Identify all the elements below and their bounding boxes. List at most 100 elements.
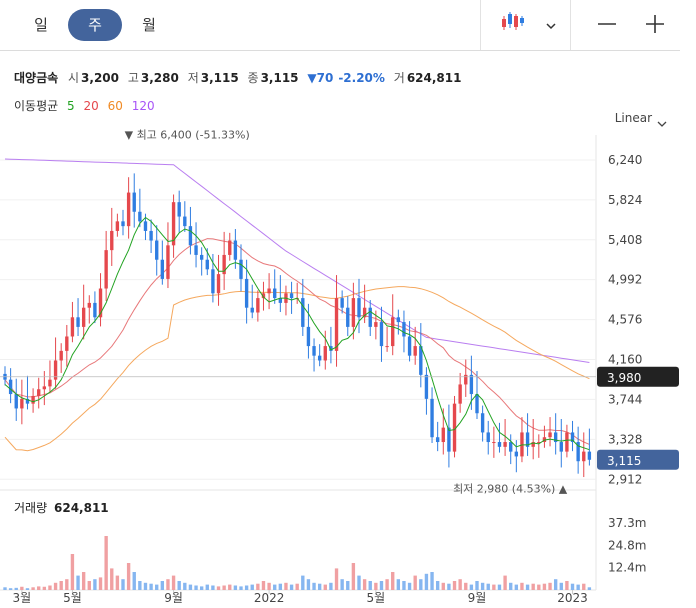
volume-bar	[480, 582, 485, 590]
candle-body	[587, 451, 592, 460]
x-tick-label: 2022	[254, 591, 285, 605]
volume-bar	[53, 582, 58, 590]
candle-body	[199, 254, 204, 260]
volume-bar	[346, 581, 350, 590]
candle-body	[183, 216, 187, 227]
volume-bar	[138, 581, 142, 590]
volume-bar	[233, 585, 238, 590]
volume-bar	[469, 584, 474, 590]
tab-weekly[interactable]: 주	[68, 9, 122, 41]
volume-bar	[93, 579, 97, 590]
candle-body	[362, 307, 367, 318]
candle-body	[570, 432, 575, 443]
candle-body	[121, 221, 125, 227]
volume-bar	[8, 588, 13, 590]
ma-60-label: 60	[107, 99, 123, 113]
candle-body	[20, 398, 24, 409]
candle-body	[104, 250, 108, 289]
close-label: 종	[247, 71, 259, 85]
volume-bar	[413, 575, 417, 590]
candle-body	[273, 288, 277, 299]
volume-bar	[452, 581, 457, 590]
volume-bar	[396, 579, 401, 590]
volume-bar	[132, 572, 136, 590]
volume-bar	[391, 572, 395, 590]
candle-body	[486, 432, 490, 443]
volume-bar	[537, 584, 541, 590]
candle-body	[115, 221, 120, 231]
chevron-down-icon[interactable]	[545, 16, 557, 35]
volume-bar	[76, 575, 80, 590]
tab-daily[interactable]: 일	[34, 16, 48, 34]
tab-monthly[interactable]: 월	[142, 16, 156, 34]
candlestick-icon[interactable]	[500, 10, 526, 40]
ma-120-line	[4, 158, 590, 363]
volume-bar	[59, 581, 63, 590]
candle-body	[205, 259, 209, 270]
open-value: 3,200	[81, 71, 120, 85]
volume-bar	[278, 583, 283, 590]
x-tick-label: 5월	[367, 591, 386, 605]
volume-bar	[402, 581, 406, 590]
volume-bar	[323, 584, 327, 590]
candle-body	[211, 269, 215, 294]
x-tick-label: 2023	[557, 591, 588, 605]
volume-bar	[110, 568, 114, 590]
volume-bar	[548, 582, 552, 590]
candle-body	[576, 442, 580, 462]
candle-body	[8, 379, 13, 395]
toolbar-divider	[480, 0, 481, 50]
moving-average-legend: 이동평균 5 20 60 120	[14, 97, 160, 114]
volume-bar	[104, 536, 108, 590]
volume-tick-label: 24.8m	[608, 538, 646, 552]
candle-body	[402, 322, 406, 337]
volume-bar	[25, 588, 30, 590]
x-tick-label: 3월	[13, 591, 32, 605]
volume-bar	[171, 575, 176, 590]
volume-bar	[289, 584, 294, 590]
volume-bar	[374, 582, 378, 590]
candle-body	[239, 259, 243, 279]
x-tick-label: 5월	[63, 591, 82, 605]
candle-body	[110, 230, 114, 251]
y-tick-label: 6,240	[608, 153, 642, 167]
ma-20-label: 20	[83, 99, 99, 113]
candle-body	[48, 379, 52, 387]
candle-body	[256, 298, 260, 313]
volume-bar	[301, 575, 305, 590]
plus-icon[interactable]	[645, 14, 665, 38]
volume-bar	[424, 573, 429, 590]
toolbar-divider	[570, 0, 571, 50]
volume-bar	[160, 581, 165, 590]
candle-body	[177, 202, 181, 217]
candle-body	[53, 360, 58, 380]
volume-bar	[458, 579, 462, 590]
volume-bar	[340, 579, 344, 590]
volume-bar	[329, 582, 333, 590]
y-tick-label: 4,160	[608, 353, 642, 367]
x-tick-label: 9월	[164, 591, 183, 605]
volume-bar	[143, 582, 148, 590]
scale-mode-select[interactable]: Linear	[614, 111, 652, 125]
candle-body	[233, 240, 238, 260]
volume-bar	[70, 554, 75, 590]
crosshair-price-label: 3,980	[607, 371, 641, 385]
volume-bar	[306, 579, 311, 590]
candle-body	[149, 230, 153, 241]
volume-bar	[48, 585, 52, 590]
change-percent: -2.20%	[338, 71, 385, 85]
candle-body	[171, 202, 176, 246]
candle-body	[216, 274, 221, 294]
candle-body	[126, 192, 131, 227]
volume-bar	[587, 587, 592, 590]
volume-bar	[228, 584, 232, 590]
chevron-down-icon[interactable]	[656, 114, 668, 133]
volume-bar	[177, 581, 181, 590]
candle-body	[452, 403, 457, 452]
candle-body	[374, 322, 378, 327]
volume-bar	[250, 584, 254, 590]
candle-body	[87, 302, 91, 308]
volume-bar	[334, 568, 339, 590]
minus-icon[interactable]	[597, 14, 617, 38]
